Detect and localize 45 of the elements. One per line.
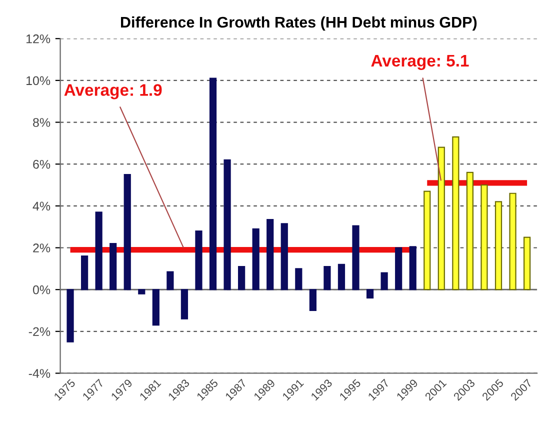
bar	[523, 236, 531, 290]
y-tick-label: 10%	[26, 76, 50, 86]
bar	[424, 190, 431, 290]
bar	[180, 289, 188, 320]
bar	[110, 243, 117, 290]
bar	[509, 192, 516, 290]
bar	[252, 228, 260, 290]
bar	[195, 230, 202, 290]
y-tick-label: 12%	[26, 34, 50, 44]
bar	[480, 184, 488, 290]
bar	[452, 136, 460, 290]
bar	[166, 271, 174, 290]
y-tick-label: 8%	[33, 118, 50, 127]
bar	[280, 223, 288, 290]
annotation: Average: 5.1	[371, 54, 469, 70]
bar	[438, 146, 445, 290]
bar	[124, 174, 131, 290]
bar	[209, 78, 217, 290]
chart-title: Difference In Growth Rates (HH Debt minus GDP)	[121, 16, 477, 31]
bar	[366, 289, 374, 298]
y-tick-label: 4%	[32, 202, 50, 211]
bar	[494, 201, 502, 290]
y-tick-label: 0%	[32, 285, 50, 294]
bar	[380, 272, 388, 290]
bar	[80, 256, 88, 290]
bar	[409, 246, 416, 290]
bar	[266, 218, 274, 290]
bar	[152, 289, 160, 326]
bar	[238, 266, 246, 290]
bar	[295, 268, 302, 290]
y-tick-label: 6%	[33, 160, 50, 169]
bar	[338, 264, 346, 290]
y-tick-label: -2%	[28, 327, 50, 336]
bar	[138, 289, 146, 294]
bar	[66, 289, 74, 342]
bar	[466, 172, 474, 290]
annotation: Average: 1.9	[64, 84, 162, 100]
y-tick-label: -4%	[28, 369, 50, 378]
bar	[352, 225, 360, 290]
bar	[395, 247, 402, 290]
bar	[224, 159, 231, 290]
y-tick-label: 2%	[33, 244, 50, 252]
bar	[95, 212, 102, 290]
bar	[324, 266, 331, 290]
bar	[309, 289, 316, 312]
